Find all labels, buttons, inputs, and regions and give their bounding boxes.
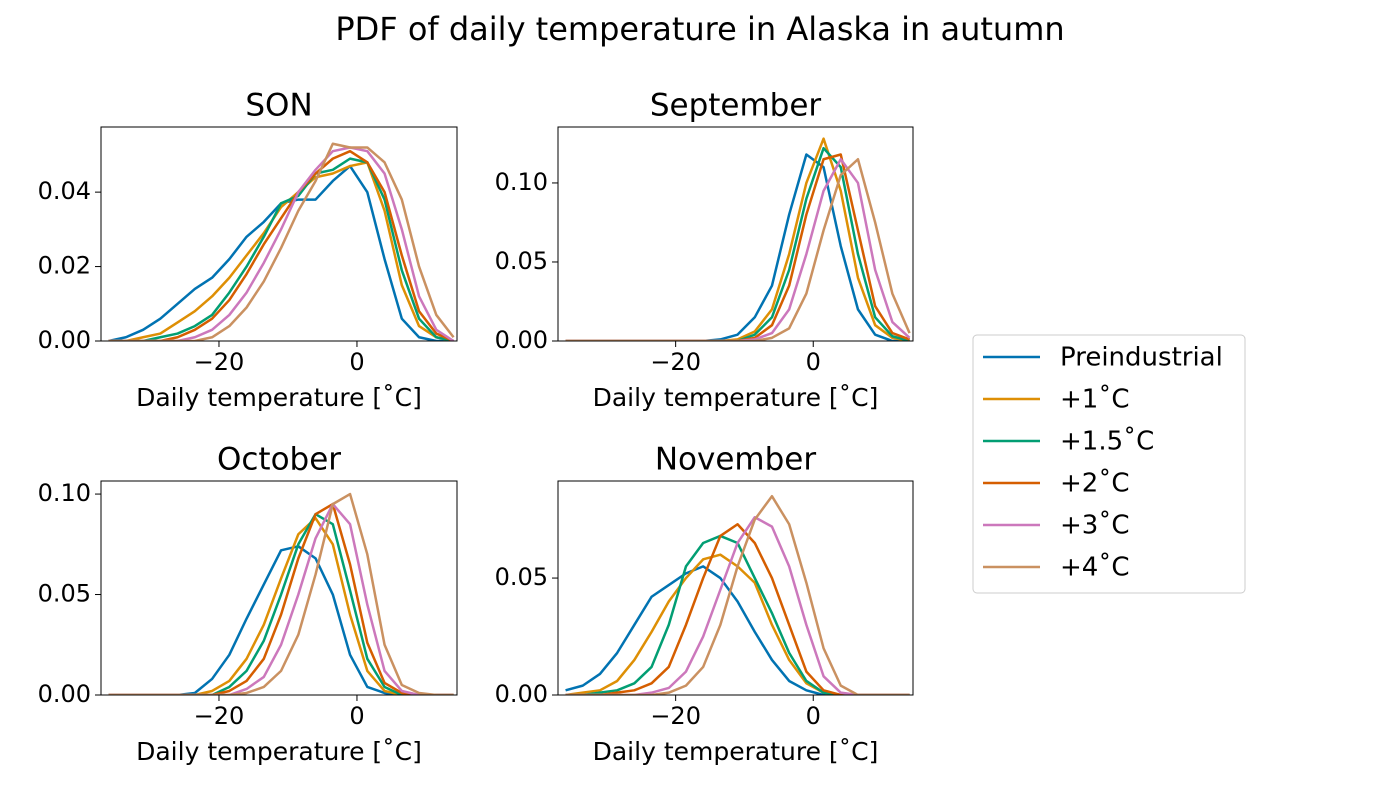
y-tick-label: 0.10: [495, 168, 548, 196]
y-tick-label: 0.00: [38, 326, 91, 354]
series-line: [108, 492, 454, 695]
subplot-title: September: [650, 88, 822, 124]
legend-label: Preindustrial: [1060, 343, 1223, 373]
y-tick-label: 0.02: [38, 252, 91, 280]
series-line: [108, 146, 455, 341]
series-line: [565, 157, 911, 341]
plot-area: [565, 137, 911, 341]
legend-label: +2˚C: [1060, 469, 1129, 499]
axes-frame: [100, 126, 458, 342]
x-tick-label: −20: [194, 702, 245, 730]
series-line: [108, 512, 454, 695]
axes-frame: [557, 480, 914, 696]
x-tick-label: −20: [650, 702, 701, 730]
legend-label: +3˚C: [1060, 511, 1129, 541]
series-line: [108, 502, 454, 695]
x-tick-label: −20: [194, 348, 245, 376]
x-tick-label: 0: [349, 348, 364, 376]
plot-area: [108, 492, 454, 695]
series-line: [565, 137, 910, 341]
series-line: [565, 494, 910, 695]
x-axis-label: Daily temperature [˚C]: [593, 737, 879, 766]
x-tick-label: 0: [806, 348, 821, 376]
plot-area: [108, 142, 455, 341]
y-tick-label: 0.00: [38, 680, 91, 708]
series-line: [108, 157, 454, 341]
series-line: [108, 142, 455, 341]
y-tick-label: 0.00: [495, 680, 548, 708]
series-line: [565, 153, 910, 341]
x-tick-label: 0: [806, 702, 821, 730]
y-tick-label: 0.00: [495, 326, 548, 354]
x-axis-label: Daily temperature [˚C]: [593, 383, 879, 412]
series-line: [565, 565, 910, 695]
x-tick-label: −20: [650, 348, 701, 376]
legend: Preindustrial +1˚C +1.5˚C +2˚C +3˚C +4˚C: [972, 334, 1246, 594]
series-line: [565, 516, 910, 695]
axes-frame: [557, 126, 914, 342]
legend-label: +1.5˚C: [1060, 427, 1154, 457]
y-tick-label: 0.05: [495, 563, 548, 591]
subplot: −20 0 0.00 0.05 November Daily temperature [˚…: [495, 442, 914, 766]
y-tick-label: 0.10: [38, 479, 91, 507]
y-tick-label: 0.04: [38, 177, 91, 205]
x-tick-label: 0: [349, 702, 364, 730]
subplot-title: November: [655, 442, 817, 478]
x-axis-label: Daily temperature [˚C]: [136, 737, 422, 766]
axes-frame: [100, 480, 458, 696]
y-tick-label: 0.05: [38, 580, 91, 608]
figure-title: PDF of daily temperature in Alaska in au…: [335, 10, 1064, 48]
subplot-title: SON: [245, 88, 312, 124]
plot-area: [565, 494, 910, 695]
series-line: [565, 523, 910, 695]
y-tick-label: 0.05: [495, 247, 548, 275]
series-line: [565, 153, 910, 341]
series-line: [108, 161, 454, 341]
series-line: [565, 146, 910, 341]
series-line: [565, 157, 911, 341]
subplot: −20 0 0.00 0.02 0.04 SON Daily temperature [˚C…: [38, 88, 458, 412]
subplot-title: October: [217, 442, 341, 478]
legend-box: [972, 334, 1246, 594]
subplot: −20 0 0.00 0.05 0.10 October Daily temperature…: [38, 442, 458, 766]
x-axis-label: Daily temperature [˚C]: [136, 383, 422, 412]
subplot: −20 0 0.00 0.05 0.10 September Daily temperatu…: [495, 88, 914, 412]
series-line: [108, 502, 454, 695]
legend-label: +4˚C: [1060, 553, 1129, 583]
legend-label: +1˚C: [1060, 385, 1129, 415]
